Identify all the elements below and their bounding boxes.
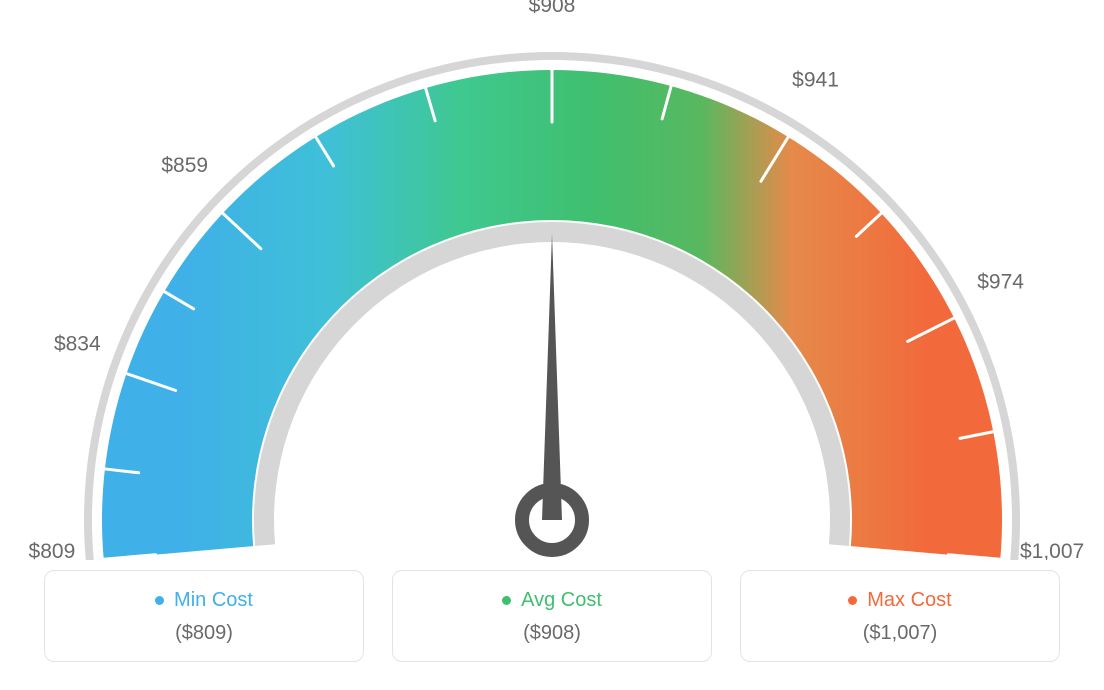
gauge-tick-label: $941 — [792, 69, 839, 92]
gauge-tick-label: $809 — [29, 540, 76, 560]
gauge-tick-label: $1,007 — [1020, 540, 1084, 560]
legend-title-max: Max Cost — [848, 589, 951, 612]
gauge-tick-label: $859 — [161, 154, 208, 177]
gauge-svg: $809 $834 $859 $908 $941 $974 $1,007 — [0, 0, 1104, 560]
legend-card-min: Min Cost ($809) — [44, 570, 364, 662]
legend-value-max: ($1,007) — [751, 622, 1049, 645]
legend-title-avg: Avg Cost — [502, 589, 602, 612]
legend-dot-avg — [502, 596, 511, 605]
legend-dot-max — [848, 596, 857, 605]
legend-card-avg: Avg Cost ($908) — [392, 570, 712, 662]
legend-title-max-text: Max Cost — [867, 589, 951, 612]
legend-card-max: Max Cost ($1,007) — [740, 570, 1060, 662]
gauge-tick-label: $834 — [54, 333, 101, 356]
legend-dot-min — [155, 596, 164, 605]
gauge-tick-label: $974 — [977, 271, 1024, 294]
legend-value-avg: ($908) — [403, 622, 701, 645]
gauge-tick-label: $908 — [529, 0, 576, 17]
gauge-needle — [542, 234, 562, 520]
legend-title-min: Min Cost — [155, 589, 253, 612]
gauge-chart: $809 $834 $859 $908 $941 $974 $1,007 — [0, 0, 1104, 560]
legend-title-avg-text: Avg Cost — [521, 589, 602, 612]
legend-value-min: ($809) — [55, 622, 353, 645]
legend-row: Min Cost ($809) Avg Cost ($908) Max Cost… — [0, 570, 1104, 662]
legend-title-min-text: Min Cost — [174, 589, 253, 612]
